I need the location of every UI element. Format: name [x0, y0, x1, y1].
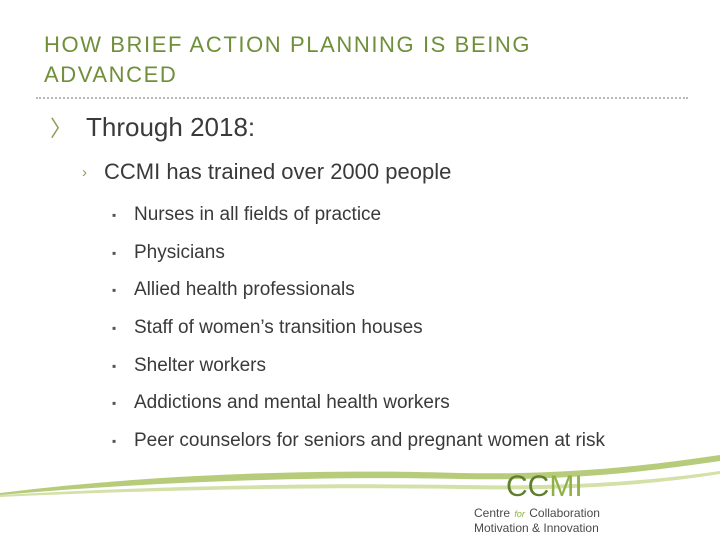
logo-centre: Centre [474, 506, 511, 520]
logo-mark: CCMI [506, 470, 583, 504]
bullet-dot-icon: ▪ [112, 320, 117, 335]
bullet-dot-icon: ▪ [112, 245, 117, 260]
logo-mark-mi: MI [549, 470, 583, 503]
list-item: ▪ Staff of women’s transition houses [112, 309, 605, 347]
ccmi-logo: CCMI Centre for Collaboration Motivation… [470, 468, 630, 538]
trained-groups-list: ▪ Nurses in all fields of practice ▪ Physi… [112, 196, 605, 460]
logo-for: for [514, 509, 525, 519]
list-item: ▪ Physicians [112, 234, 605, 272]
chevron-right-icon: › [82, 163, 87, 181]
bullet-level1: 〉 Through 2018: [50, 110, 255, 144]
slide-title-line2: ADVANCED [44, 62, 178, 87]
list-item-text: Physicians [134, 241, 225, 263]
logo-line1: Centre for Collaboration [474, 506, 600, 520]
bullet-level2: › CCMI has trained over 2000 people [82, 157, 451, 187]
bullet-level1-text: Through 2018: [86, 111, 256, 142]
bullet-level2-text: CCMI has trained over 2000 people [104, 159, 452, 184]
slide-title-line1: HOW BRIEF ACTION PLANNING IS BEING [44, 32, 532, 57]
title-divider [36, 97, 688, 99]
list-item: ▪ Nurses in all fields of practice [112, 196, 605, 234]
list-item-text: Allied health professionals [134, 279, 355, 301]
decorative-swoosh [0, 455, 720, 497]
list-item-text: Shelter workers [134, 354, 266, 376]
swoosh-band-light [0, 471, 720, 497]
bullet-dot-icon: ▪ [112, 283, 117, 298]
chevron-right-icon: 〉 [50, 116, 73, 141]
bullet-dot-icon: ▪ [112, 433, 117, 448]
bullet-dot-icon: ▪ [112, 358, 117, 373]
logo-collaboration: Collaboration [529, 506, 600, 520]
slide-title: HOW BRIEF ACTION PLANNING IS BEING ADVAN… [44, 30, 664, 90]
list-item-text: Peer counselors for seniors and pregnant… [134, 429, 606, 451]
list-item-text: Staff of women’s transition houses [134, 316, 423, 338]
list-item: ▪ Addictions and mental health workers [112, 384, 605, 422]
list-item-text: Nurses in all fields of practice [134, 203, 382, 225]
list-item: ▪ Shelter workers [112, 347, 605, 385]
list-item-text: Addictions and mental health workers [134, 392, 450, 414]
list-item: ▪ Peer counselors for seniors and pregnan… [112, 422, 605, 460]
bullet-dot-icon: ▪ [112, 396, 117, 411]
list-item: ▪ Allied health professionals [112, 271, 605, 309]
swoosh-band [0, 455, 720, 495]
logo-mark-cc: CC [506, 470, 550, 503]
logo-line2: Motivation & Innovation [474, 521, 599, 535]
bullet-dot-icon: ▪ [112, 207, 117, 222]
